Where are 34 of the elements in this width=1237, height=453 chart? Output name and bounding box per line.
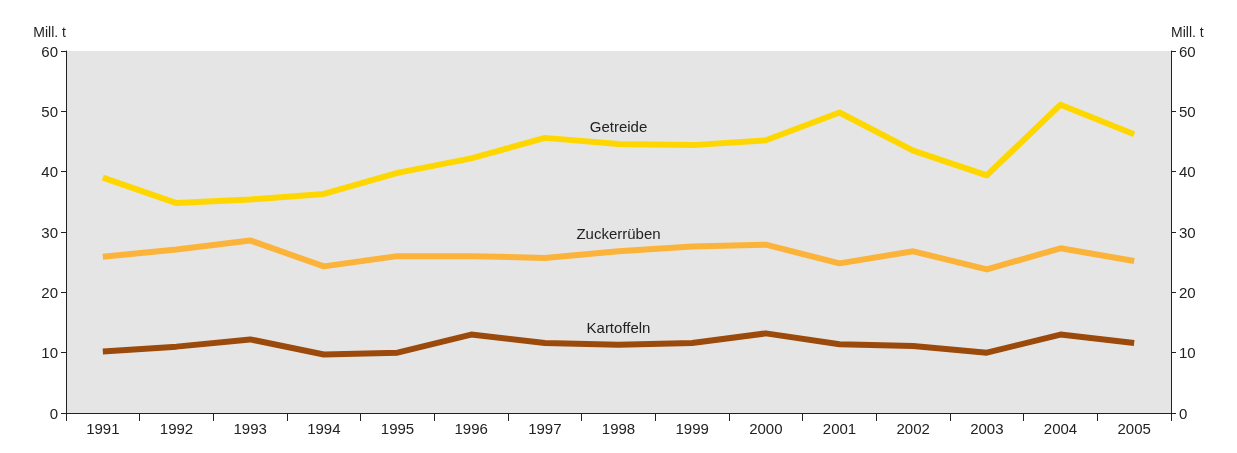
y-axis-title: Mill. t xyxy=(33,24,67,40)
x-tick-label: 1992 xyxy=(159,420,194,437)
y-tick-label: 30 xyxy=(41,223,58,241)
series-label: Getreide xyxy=(589,117,648,135)
x-tick-label: 2003 xyxy=(970,420,1004,437)
x-tick-label: 1999 xyxy=(675,420,709,437)
y-tick-label: 20 xyxy=(41,283,58,301)
y2-tick-label: 30 xyxy=(1179,223,1196,241)
series-label: Kartoffeln xyxy=(586,318,651,336)
series-label: Zuckerrüben xyxy=(576,225,661,243)
y2-tick-label: 60 xyxy=(1179,42,1196,60)
x-tick-label: 1995 xyxy=(380,420,415,437)
y2-tick-label: 0 xyxy=(1179,404,1188,422)
x-tick-label: 2002 xyxy=(896,420,930,437)
y-tick-label: 50 xyxy=(41,102,58,120)
y2-tick-label: 40 xyxy=(1179,163,1196,181)
y-tick-label: 60 xyxy=(41,42,58,60)
y2-tick-label: 50 xyxy=(1179,102,1196,120)
y2-axis-title: Mill. t xyxy=(1171,24,1204,40)
y-tick-label: 40 xyxy=(41,163,58,181)
x-tick-label: 1991 xyxy=(86,420,120,437)
y-tick-label: 0 xyxy=(49,404,58,422)
y2-tick-label: 10 xyxy=(1179,344,1196,362)
x-tick-label: 1993 xyxy=(233,420,267,437)
x-tick-label: 2004 xyxy=(1043,420,1078,437)
x-tick-label: 1996 xyxy=(454,420,488,437)
x-tick-label: 2000 xyxy=(749,420,783,437)
y2-tick-label: 20 xyxy=(1179,283,1196,301)
x-tick-label: 2001 xyxy=(822,420,857,437)
x-tick-label: 1997 xyxy=(528,420,562,437)
x-tick-label: 2005 xyxy=(1117,420,1151,437)
x-tick-label: 1998 xyxy=(601,420,636,437)
x-tick-label: 1994 xyxy=(307,420,341,437)
y-tick-label: 10 xyxy=(41,344,58,362)
